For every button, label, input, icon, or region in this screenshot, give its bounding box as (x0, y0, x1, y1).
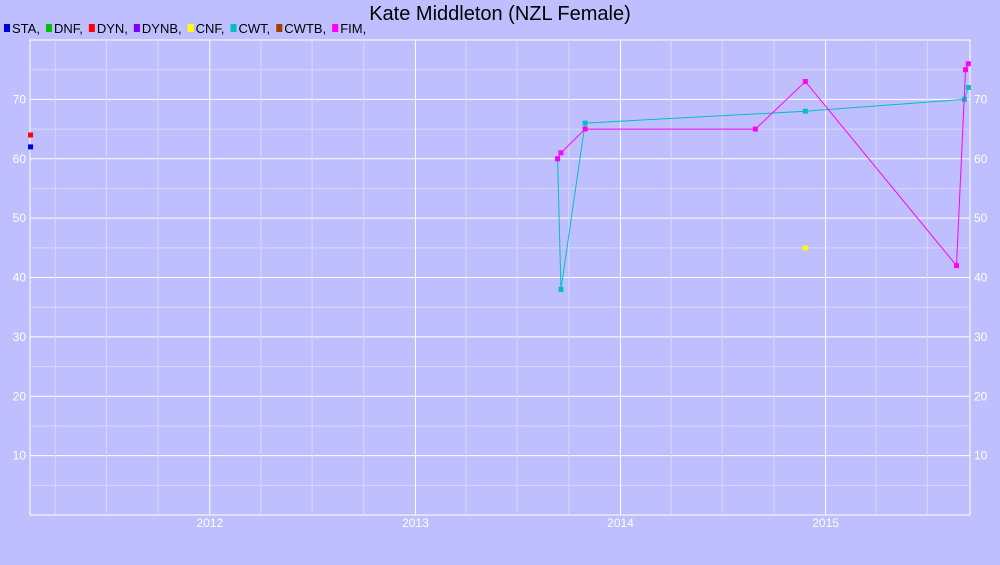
legend-swatch (187, 24, 194, 32)
data-point-cwt (965, 85, 971, 90)
y-tick-label-left: 30 (13, 330, 27, 344)
y-tick-label-left: 10 (13, 449, 27, 463)
data-point-fim (752, 126, 758, 132)
x-tick-label: 2014 (607, 516, 634, 530)
data-point-cwt (582, 120, 588, 126)
legend-label: STA, (12, 21, 40, 36)
legend-label: DYN, (97, 21, 128, 36)
legend-swatch (133, 24, 140, 32)
series-line-fim (557, 63, 969, 267)
y-tick-label-left: 60 (13, 152, 27, 166)
series-fim (555, 61, 971, 269)
y-tick-label-left: 40 (13, 271, 27, 285)
data-point-fim (965, 61, 971, 67)
x-tick-label: 2015 (812, 516, 839, 530)
data-point-dyn (28, 132, 34, 138)
legend-label: DYNB, (142, 21, 182, 36)
data-point-cnf (802, 245, 808, 251)
series-cnf (802, 245, 808, 251)
y-tick-label-left: 50 (13, 211, 27, 225)
legend-label: DNF, (54, 21, 83, 36)
x-tick-label: 2013 (402, 516, 429, 530)
legend-swatch (45, 24, 52, 32)
data-point-cwt (802, 108, 808, 114)
legend-label: FIM, (340, 21, 366, 36)
legend-label: CWT, (239, 21, 271, 36)
plot-area: 10 10 20 20 30 30 40 40 50 50 60 60 70 70 2012 2013 2014… (13, 39, 988, 530)
y-tick-label-right: 60 (974, 152, 988, 166)
legend-swatch (276, 24, 283, 32)
series-dyn (28, 132, 34, 138)
y-tick-label-right: 70 (974, 92, 988, 106)
legend-swatch (4, 24, 10, 32)
y-tick-label-right: 10 (974, 449, 988, 463)
y-tick-label-right: 40 (974, 271, 988, 285)
data-point-fim (582, 126, 588, 132)
y-tick-label-right: 20 (974, 389, 988, 403)
data-point-sta (28, 144, 34, 150)
data-point-fim (558, 150, 564, 156)
data-point-cwt (558, 286, 564, 292)
legend: STA, DNF, DYN, DYNB, CNF, CWT, CWTB, FIM, (4, 21, 366, 36)
data-point-fim (555, 156, 561, 162)
data-point-fim (954, 263, 960, 269)
y-tick-label-right: 50 (974, 211, 988, 225)
y-tick-label-left: 20 (13, 389, 27, 403)
chart-title: Kate Middleton (NZL Female) (369, 3, 631, 25)
legend-label: CNF, (196, 21, 225, 36)
x-tick-label: 2012 (196, 516, 223, 530)
legend-swatch (230, 24, 237, 32)
data-point-fim (802, 79, 808, 85)
legend-swatch (332, 24, 339, 32)
series-sta (28, 144, 34, 150)
y-tick-label-right: 30 (974, 330, 988, 344)
legend-swatch (88, 24, 95, 32)
data-point-fim (963, 67, 969, 73)
y-tick-label-left: 70 (13, 92, 27, 106)
legend-label: CWTB, (284, 21, 326, 36)
